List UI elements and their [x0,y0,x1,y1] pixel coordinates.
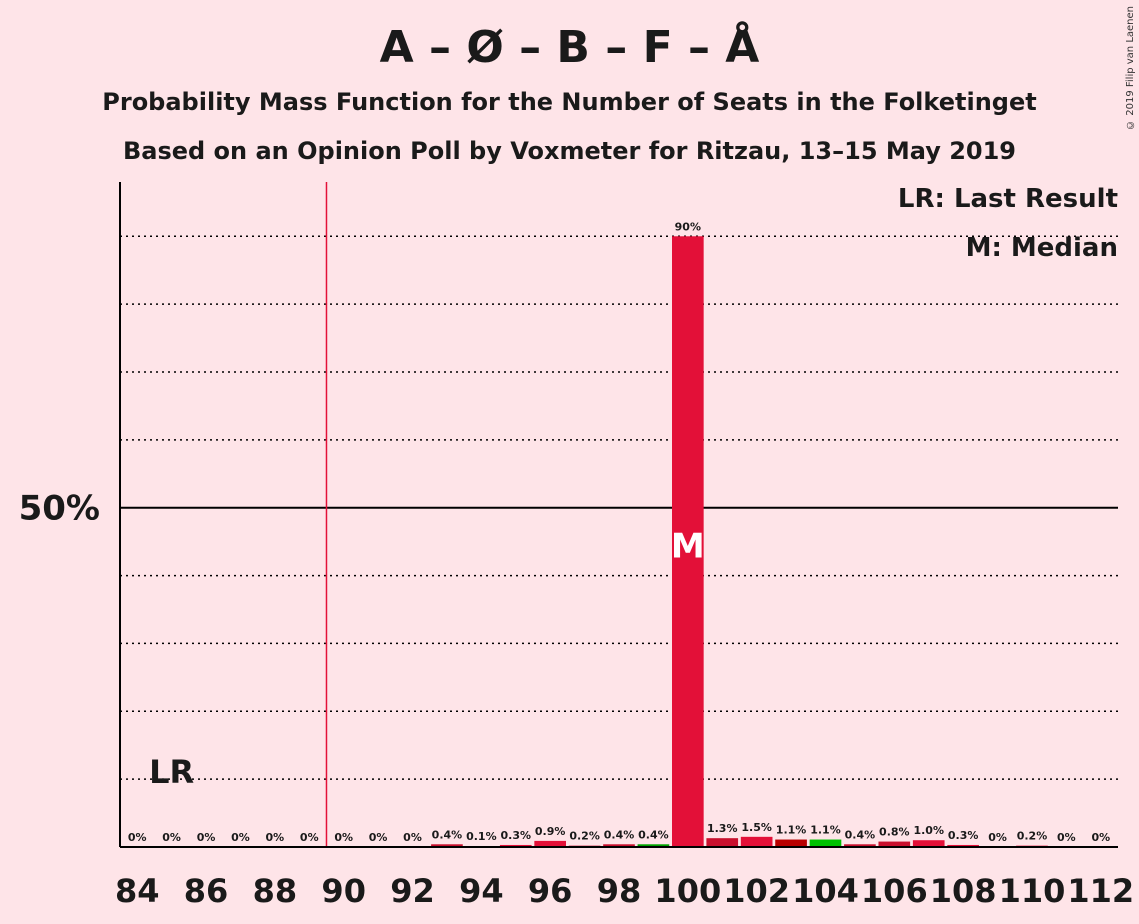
bar-seats-99 [637,844,670,847]
data-label-seats-109: 0% [988,831,1007,844]
chart-title: A – Ø – B – F – Å [379,22,760,73]
x-tick-label: 110 [999,872,1066,910]
data-label-seats-110: 0.2% [1017,830,1048,843]
x-tick-label: 96 [528,872,573,910]
legend-last-result: LR: Last Result [897,184,1118,214]
x-tick-label: 102 [723,872,790,910]
bar-seats-95 [499,844,532,847]
x-tick-label: 84 [115,872,160,910]
data-label-seats-92: 0% [403,831,422,844]
bar-seats-103 [775,839,807,847]
median-marker: M [671,527,705,567]
data-label-seats-111: 0% [1057,831,1076,844]
data-label-seats-94: 0.1% [466,830,497,843]
data-label-seats-88: 0% [266,831,285,844]
data-label-seats-84: 0% [128,831,147,844]
data-label-seats-100: 90% [675,220,701,233]
bar-seats-104 [809,839,842,847]
last-result-marker: LR [149,753,194,791]
x-tick-label: 98 [597,872,642,910]
x-tick-label: 88 [253,872,298,910]
data-label-seats-87: 0% [231,831,250,844]
data-label-seats-98: 0.4% [604,828,635,841]
data-label-seats-97: 0.2% [569,830,600,843]
bar-seats-105 [844,844,876,847]
bar-seats-108 [947,844,979,847]
bar-seats-101 [706,838,739,847]
data-label-seats-93: 0.4% [432,828,463,841]
data-label-seats-99: 0.4% [638,828,669,841]
bar-seats-96 [534,840,567,847]
bar-seats-93 [431,844,463,847]
x-tick-label: 94 [459,872,504,910]
data-label-seats-102: 1.5% [741,821,772,834]
data-label-seats-96: 0.9% [535,825,566,838]
data-label-seats-103: 1.1% [776,824,807,837]
data-label-seats-89: 0% [300,831,319,844]
data-label-seats-95: 0.3% [501,829,532,842]
x-tick-label: 86 [184,872,229,910]
x-tick-label: 90 [321,872,366,910]
x-tick-label: 100 [654,872,721,910]
x-tick-label: 104 [792,872,859,910]
data-label-seats-106: 0.8% [879,826,910,839]
bar-seats-102 [740,836,773,847]
data-label-seats-104: 1.1% [810,824,841,837]
chart-subtitle-poll: Based on an Opinion Poll by Voxmeter for… [122,137,1017,165]
bar-seats-107 [912,840,945,847]
y-tick-label: 50% [19,489,100,529]
x-tick-label: 112 [1067,872,1134,910]
legend-median: M: Median [965,233,1118,263]
x-tick-label: 92 [390,872,435,910]
bar-seats-98 [603,844,635,847]
data-label-seats-101: 1.3% [707,822,738,835]
data-label-seats-91: 0% [369,831,388,844]
data-label-seats-112: 0% [1091,831,1110,844]
data-label-seats-108: 0.3% [948,829,979,842]
chart-subtitle: Probability Mass Function for the Number… [102,88,1037,116]
bar-seats-106 [878,841,911,847]
data-label-seats-86: 0% [197,831,216,844]
x-tick-label: 108 [930,872,997,910]
x-tick-label: 106 [861,872,928,910]
data-label-seats-85: 0% [162,831,181,844]
data-label-seats-90: 0% [334,831,353,844]
data-label-seats-107: 1.0% [913,824,944,837]
data-label-seats-105: 0.4% [845,828,876,841]
bar-seats-100 [671,236,704,848]
